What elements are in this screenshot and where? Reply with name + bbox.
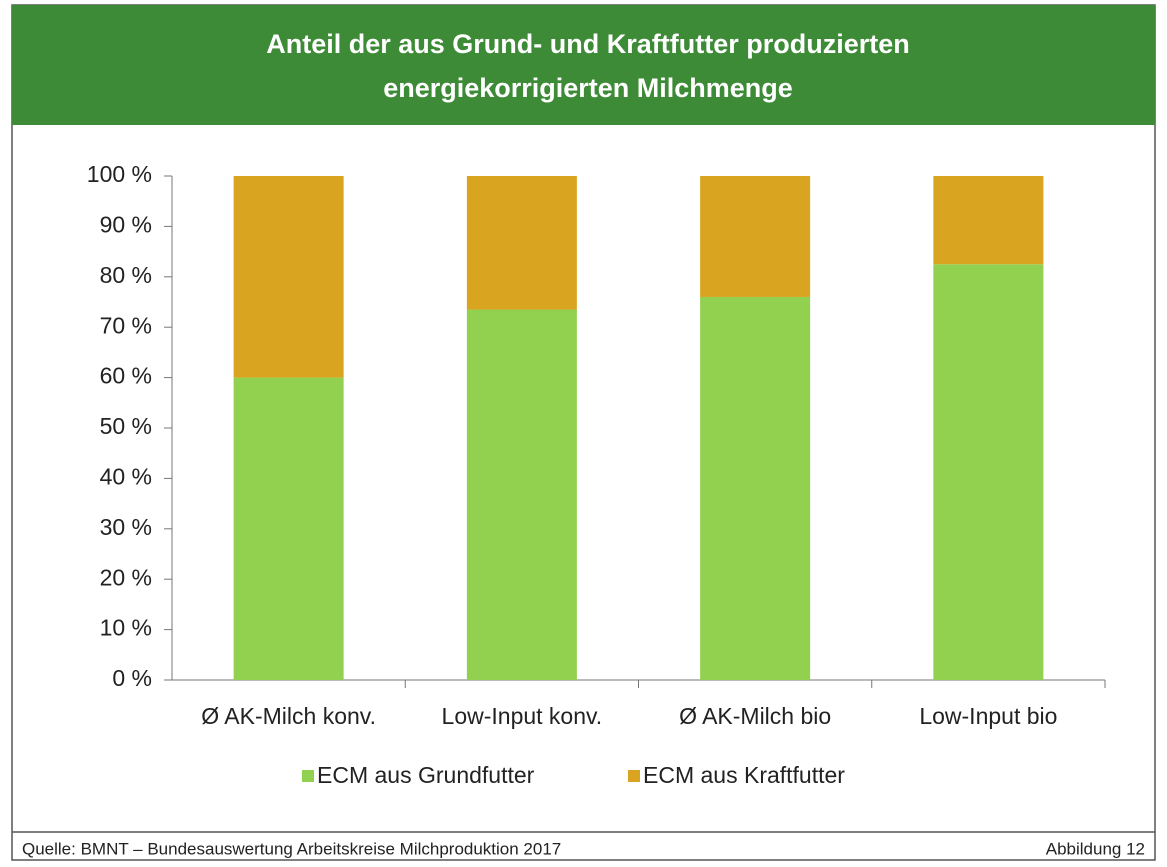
y-tick-label: 40 % (100, 463, 152, 489)
y-tick-label: 10 % (100, 615, 152, 641)
bar-segment (933, 264, 1044, 680)
y-tick-label: 30 % (100, 514, 152, 540)
bar-segment (933, 176, 1044, 265)
bar-segment (233, 176, 344, 378)
bar-segment (700, 176, 811, 297)
bar-segment (466, 176, 577, 310)
legend-swatch (302, 770, 314, 782)
y-tick-label: 70 % (100, 312, 152, 338)
bar-segment (700, 296, 811, 680)
x-tick-label: Ø AK-Milch konv. (201, 703, 376, 729)
x-tick-label: Low-Input konv. (442, 703, 603, 729)
bar-segment (466, 309, 577, 680)
header (12, 5, 1155, 125)
x-tick-label: Ø AK-Milch bio (679, 703, 831, 729)
source: Quelle: BMNT – Bundesauswertung Arbeitsk… (22, 839, 561, 858)
y-tick-label: 90 % (100, 211, 152, 237)
legend-label: ECM aus Kraftfutter (643, 762, 845, 788)
y-tick-label: 80 % (100, 262, 152, 288)
bar-segment (233, 377, 344, 680)
legend-label: ECM aus Grundfutter (317, 762, 535, 788)
y-tick-label: 20 % (100, 564, 152, 590)
chart-title: Anteil der aus Grund- und Kraftfutter pr… (266, 29, 910, 59)
y-tick-label: 0 % (112, 665, 152, 691)
chart-subtitle: energiekorrigierten Milchmenge (383, 73, 793, 103)
y-tick-label: 50 % (100, 413, 152, 439)
figure-label: Abbildung 12 (1046, 839, 1145, 858)
x-tick-label: Low-Input bio (919, 703, 1057, 729)
y-tick-label: 60 % (100, 363, 152, 389)
legend-swatch (628, 770, 640, 782)
y-tick-label: 100 % (87, 161, 152, 187)
